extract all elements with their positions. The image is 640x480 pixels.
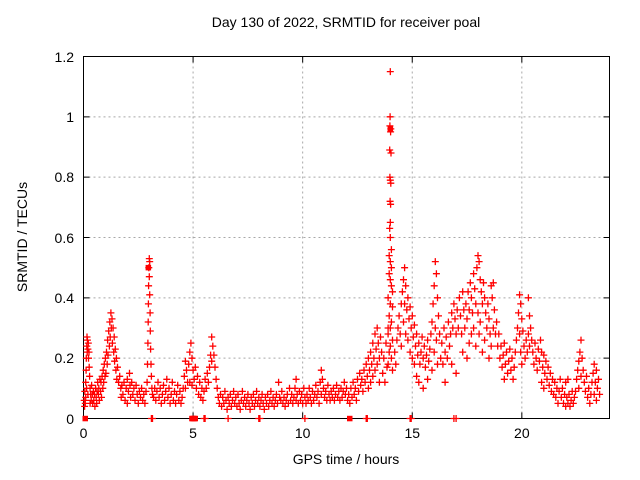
square-marker xyxy=(387,126,394,132)
x-tick-label: 0 xyxy=(79,425,88,441)
plot-frame xyxy=(83,56,610,419)
y-tick-label: 0.2 xyxy=(54,350,74,367)
x-axis-label: GPS time / hours xyxy=(292,451,400,467)
y-tick-label: 1.2 xyxy=(54,48,74,65)
data-points-plus-markers xyxy=(80,68,604,422)
y-tick-label: 0.6 xyxy=(54,229,74,246)
x-tick-label: 20 xyxy=(514,425,530,441)
y-tick-label: 0.4 xyxy=(54,289,74,306)
x-tick-label: 5 xyxy=(189,425,197,441)
square-marker xyxy=(192,415,198,422)
y-tick-label: 0 xyxy=(66,410,74,427)
x-tick-label: 10 xyxy=(294,425,311,441)
square-marker xyxy=(145,264,152,271)
y-tick-label: 0.8 xyxy=(54,169,74,186)
chart-title: Day 130 of 2022, SRMTID for receiver poa… xyxy=(211,14,481,30)
y-tick-label: 1 xyxy=(66,108,74,125)
data-points-square-markers xyxy=(82,126,394,422)
square-marker xyxy=(347,415,353,422)
square-marker xyxy=(82,415,88,422)
x-tick-label: 15 xyxy=(404,425,421,441)
grid-lines xyxy=(83,56,610,419)
